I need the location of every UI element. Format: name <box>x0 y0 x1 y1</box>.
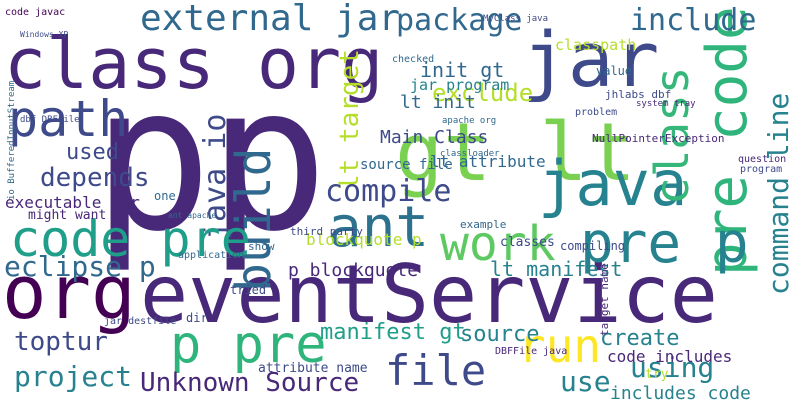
word: used <box>66 140 119 165</box>
word: gt lt <box>395 106 636 199</box>
word: compiling <box>560 239 625 253</box>
word: jhlabs dbf <box>605 88 671 101</box>
word: create <box>600 326 679 351</box>
word: Unknown Source <box>140 368 359 398</box>
word: NullPointerException <box>592 132 724 145</box>
word: source <box>460 322 539 347</box>
word: classloader <box>440 149 500 159</box>
word: source file <box>360 157 453 173</box>
word: checked <box>392 54 434 65</box>
word: jar program <box>410 76 509 94</box>
word: question <box>738 154 786 165</box>
word: jar destfile <box>104 316 176 327</box>
word: io BufferedInputStream <box>7 81 17 200</box>
word: java io <box>198 114 233 240</box>
word: jar <box>522 15 659 104</box>
word: include <box>630 3 756 38</box>
word: code javac <box>5 7 65 18</box>
word: init gt <box>420 58 504 82</box>
word: system tray <box>636 99 696 109</box>
word: package <box>396 3 522 38</box>
word: dbf DBFFile <box>20 115 80 125</box>
word: might want <box>28 208 106 223</box>
word: build <box>226 148 282 293</box>
word: target name <box>598 263 611 336</box>
word: example <box>460 218 506 231</box>
word: use <box>560 365 611 398</box>
word: lt manifest <box>490 257 622 281</box>
word: tried <box>230 283 266 297</box>
word: apache org <box>442 116 496 126</box>
word: toptur <box>14 327 108 357</box>
word: pre p <box>580 211 749 276</box>
word: file <box>385 346 486 395</box>
word: classes <box>500 235 555 250</box>
word: try <box>645 367 669 382</box>
word: MyClass java <box>483 14 548 24</box>
word: program <box>740 164 782 175</box>
word: classpath <box>555 36 636 54</box>
word: org <box>2 250 136 336</box>
word: blockquote p <box>306 230 422 249</box>
word: external jar <box>140 0 400 39</box>
word: work <box>440 216 556 272</box>
word: ant apache <box>168 211 216 220</box>
word: Main Class <box>380 127 488 148</box>
word: DBFFile java <box>495 346 567 357</box>
word: show <box>248 240 275 253</box>
word: lt target <box>335 49 365 190</box>
word: value <box>596 64 632 78</box>
word: command line <box>762 93 795 295</box>
word: path <box>8 90 128 148</box>
word: p blockquote <box>288 260 418 281</box>
word: eventService <box>140 248 718 341</box>
word: attribute name <box>258 361 368 376</box>
word: third party <box>290 225 363 238</box>
word: dir <box>186 311 208 325</box>
word: code pre <box>10 210 251 268</box>
word: ant <box>328 195 429 260</box>
word: lt attribute <box>430 152 546 171</box>
word: exclude <box>432 79 533 107</box>
word: depends <box>40 163 150 193</box>
word: p pre <box>170 315 327 375</box>
word: class <box>645 67 699 205</box>
word: code includes <box>607 347 732 366</box>
word: project <box>14 360 132 393</box>
word: pre code <box>695 6 760 276</box>
word: application <box>178 250 244 261</box>
word: executable jar <box>5 193 140 212</box>
word: run <box>518 319 601 373</box>
word: includes code <box>610 383 751 400</box>
word: compile <box>325 174 451 209</box>
word: class org <box>4 23 383 105</box>
word: p <box>208 43 328 276</box>
word: using <box>630 351 714 384</box>
word: manifest gt <box>320 320 466 345</box>
word: java <box>538 147 687 220</box>
word: eclipse p <box>4 250 156 283</box>
word: p <box>92 43 212 276</box>
word: Windows XP <box>20 30 68 39</box>
word: lt init <box>400 92 476 113</box>
word: one <box>154 189 176 203</box>
word: problem <box>575 107 617 118</box>
